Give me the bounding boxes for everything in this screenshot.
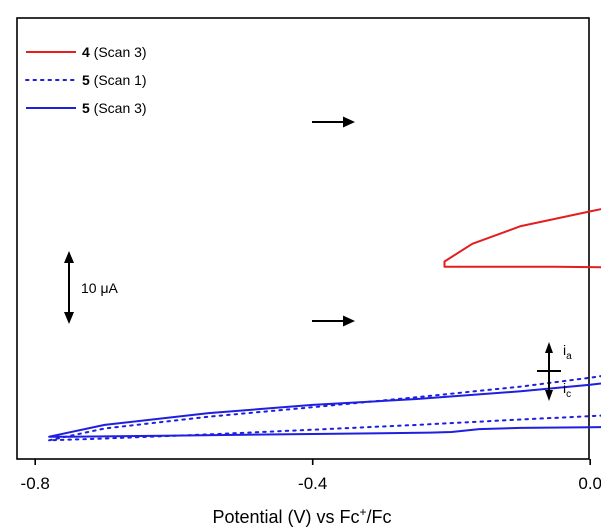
x-axis-title: Potential (V) vs Fc+/Fc (212, 505, 391, 527)
scan-direction-arrow-upper (312, 116, 355, 128)
x-tick-label: -0.4 (298, 474, 327, 493)
legend: 4 (Scan 3) 5 (Scan 1) 5 (Scan 3) (25, 44, 147, 116)
legend-label-4-scan3: 4 (Scan 3) (82, 44, 147, 60)
plot-frame (16, 17, 590, 460)
series-line-2 (48, 382, 601, 438)
cathodic-current-label: ic (563, 380, 571, 400)
current-scale-bar: 10 μA (64, 251, 119, 324)
x-tick-label: 0.0 (578, 474, 601, 493)
x-axis-ticks: -0.8-0.40.00.40.8 (21, 459, 601, 493)
current-sign-indicator: ia ic (537, 342, 572, 401)
series-line-1 (48, 375, 601, 442)
legend-label-5-scan1: 5 (Scan 1) (82, 72, 147, 88)
scan-direction-arrow-lower (312, 315, 355, 327)
x-tick-label: -0.8 (21, 474, 50, 493)
series-group (48, 208, 601, 442)
series-line-0 (443, 208, 601, 269)
legend-label-5-scan3: 5 (Scan 3) (82, 100, 147, 116)
anodic-current-label: ia (563, 342, 572, 362)
scale-bar-label: 10 μA (81, 280, 119, 296)
